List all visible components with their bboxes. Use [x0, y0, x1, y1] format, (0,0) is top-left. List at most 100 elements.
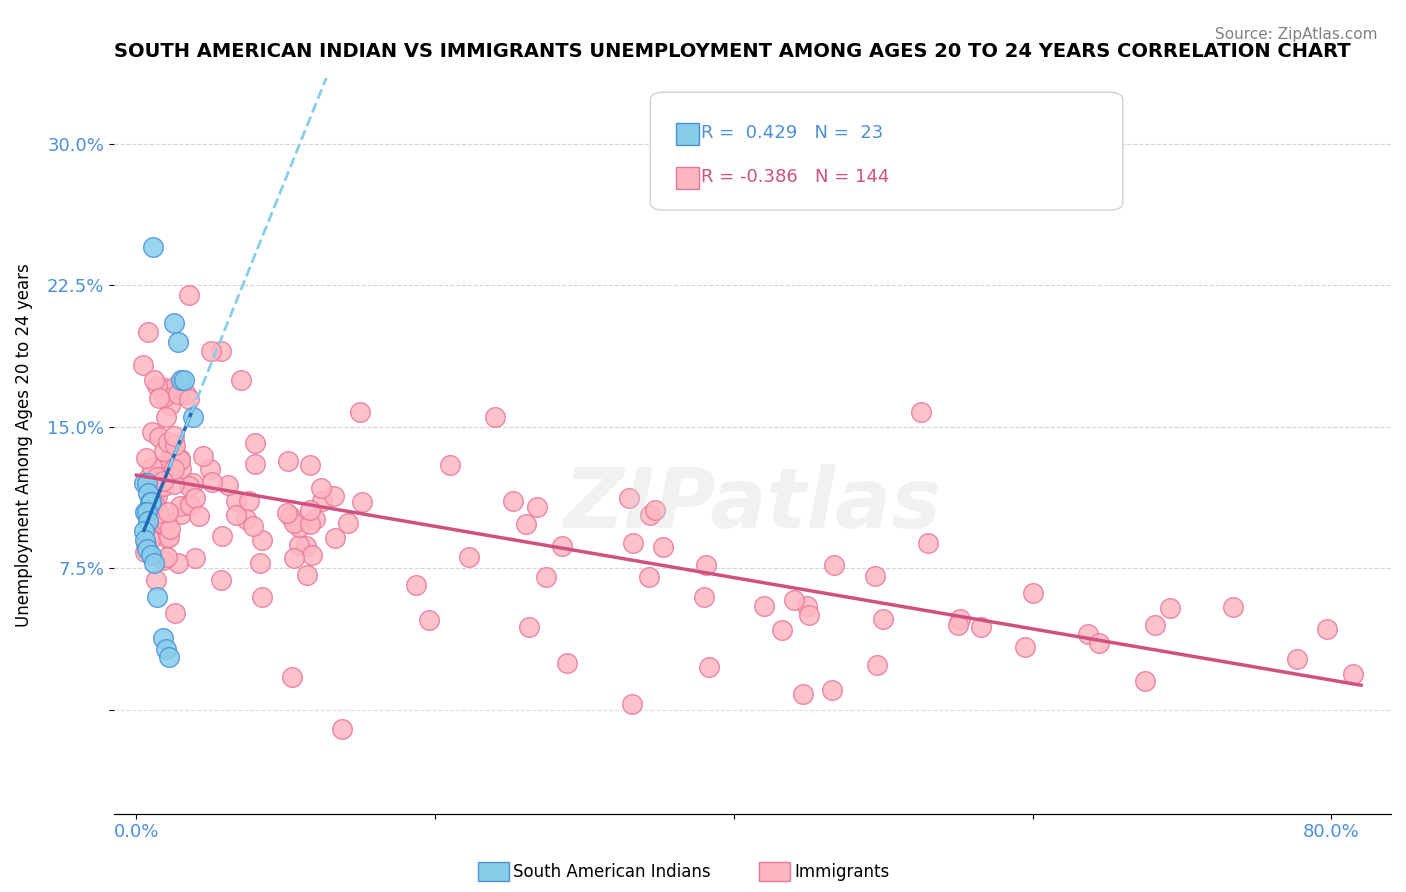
Point [243, 435, 266, 450]
Point [350, 495, 373, 509]
Point [156, 516, 179, 531]
Point [946, 618, 969, 632]
Point [150, 380, 173, 394]
Point [177, 479, 200, 493]
Point [484, 409, 506, 424]
Point [651, 541, 673, 555]
Point [209, 344, 232, 359]
Point [167, 556, 190, 570]
Point [143, 372, 166, 386]
Point [209, 573, 232, 587]
Point [134, 505, 156, 519]
Point [243, 457, 266, 471]
Point [132, 476, 155, 491]
Point [159, 449, 181, 463]
Point [138, 533, 160, 547]
Point [152, 631, 174, 645]
FancyBboxPatch shape [676, 168, 699, 189]
FancyBboxPatch shape [676, 123, 699, 145]
Point [145, 497, 167, 511]
Point [458, 549, 481, 564]
Point [917, 536, 939, 550]
Text: R =  0.429   N =  23: R = 0.429 N = 23 [702, 124, 883, 142]
Point [201, 475, 224, 490]
Point [176, 499, 198, 513]
Point [1077, 627, 1099, 641]
Point [167, 386, 190, 401]
Point [163, 438, 186, 452]
Point [405, 577, 427, 591]
Point [752, 599, 775, 613]
Point [173, 372, 195, 386]
Point [225, 494, 247, 508]
Point [770, 624, 793, 638]
Point [242, 518, 264, 533]
Point [167, 334, 190, 349]
Point [910, 405, 932, 419]
Point [418, 613, 440, 627]
Point [866, 657, 889, 672]
Point [135, 476, 157, 491]
Point [142, 497, 165, 511]
Point [139, 495, 162, 509]
Point [337, 516, 360, 530]
Point [288, 538, 311, 552]
Point [135, 542, 157, 557]
Point [299, 458, 322, 473]
Point [156, 531, 179, 545]
Point [288, 520, 311, 534]
Point [638, 570, 661, 584]
Point [152, 553, 174, 567]
Point [949, 612, 972, 626]
Point [155, 410, 177, 425]
Point [211, 529, 233, 543]
Point [515, 516, 537, 531]
Point [298, 503, 321, 517]
Point [249, 557, 271, 571]
Point [235, 512, 257, 526]
Point [311, 481, 333, 495]
Point [165, 446, 187, 460]
Point [153, 469, 176, 483]
Point [156, 550, 179, 565]
Point [142, 240, 165, 254]
Y-axis label: Unemployment Among Ages 20 to 24 years: Unemployment Among Ages 20 to 24 years [15, 264, 32, 627]
Point [278, 508, 301, 523]
Text: South American Indians: South American Indians [513, 863, 711, 881]
Point [141, 495, 163, 509]
Point [165, 607, 187, 621]
Point [163, 380, 186, 394]
Point [792, 687, 814, 701]
Point [146, 590, 169, 604]
Point [198, 462, 221, 476]
Point [157, 650, 180, 665]
Point [152, 390, 174, 404]
Point [177, 287, 200, 301]
Point [138, 470, 160, 484]
Point [796, 599, 818, 613]
Point [138, 485, 160, 500]
Point [138, 326, 160, 340]
Point [153, 444, 176, 458]
Point [170, 507, 193, 521]
Point [141, 425, 163, 440]
Point [169, 453, 191, 467]
Point [1014, 640, 1036, 654]
Point [159, 459, 181, 474]
Point [132, 524, 155, 538]
Point [621, 697, 644, 711]
Point [152, 475, 174, 489]
Point [156, 434, 179, 449]
Point [132, 358, 155, 372]
Point [135, 537, 157, 551]
Point [1341, 666, 1364, 681]
Point [143, 556, 166, 570]
Point [323, 531, 346, 545]
Point [534, 569, 557, 583]
Point [169, 499, 191, 513]
Point [134, 533, 156, 547]
Point [148, 429, 170, 443]
Point [323, 489, 346, 503]
Point [145, 470, 167, 484]
Point [821, 683, 844, 698]
